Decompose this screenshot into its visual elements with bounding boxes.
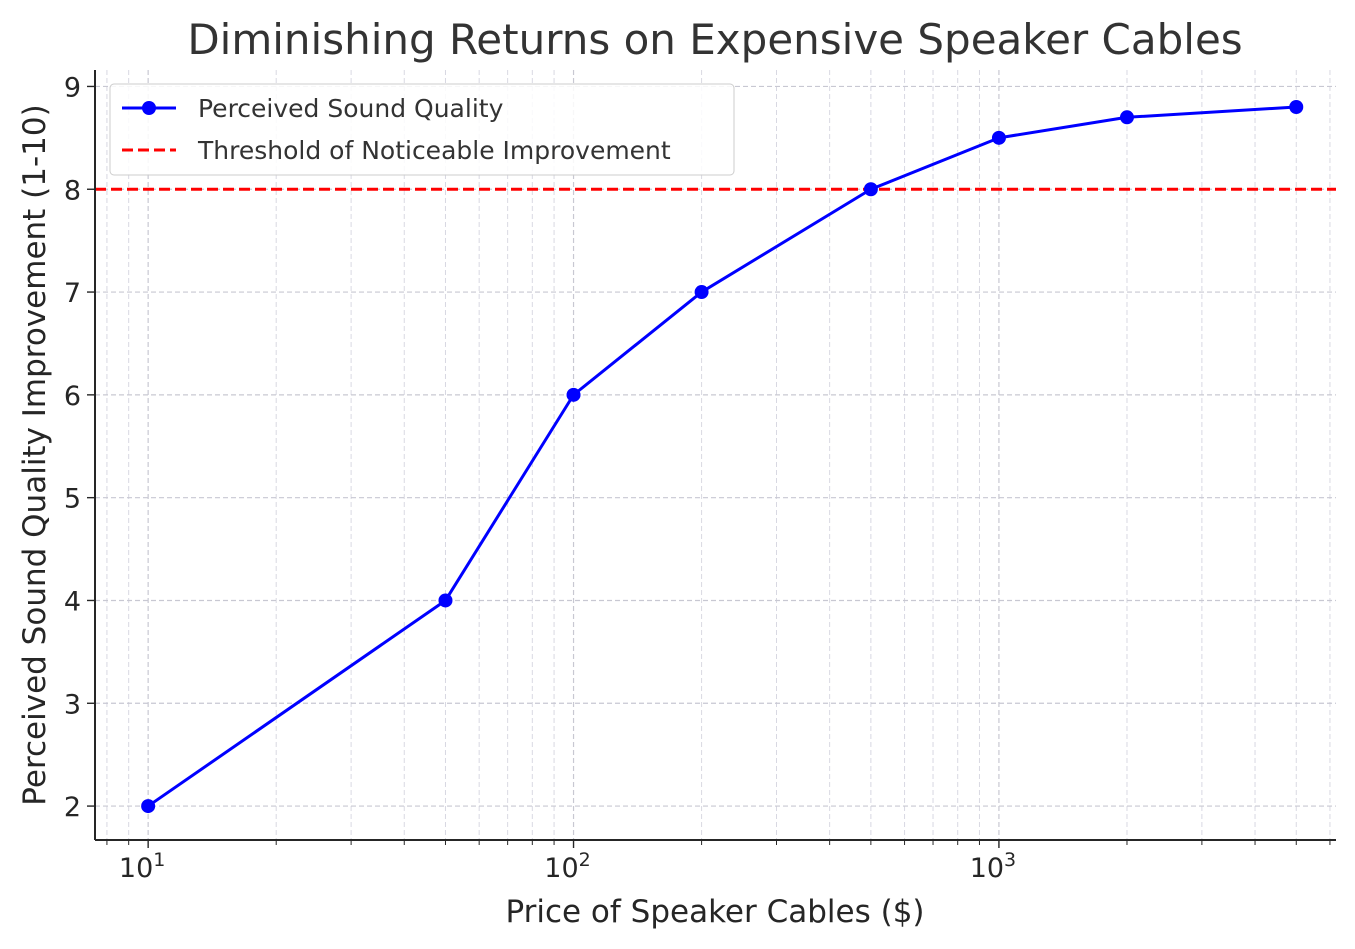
y-axis-label: Perceived Sound Quality Improvement (1-1… — [17, 104, 53, 805]
series-line — [147, 105, 1297, 808]
legend-series-label: Perceived Sound Quality — [198, 94, 504, 123]
x-tick-label: 102 — [544, 849, 590, 884]
legend: Perceived Sound Quality Threshold of Not… — [109, 83, 735, 176]
y-tick-label: 4 — [64, 586, 81, 617]
grid — [95, 70, 1336, 840]
y-tick-label: 3 — [64, 689, 81, 720]
legend-threshold-label: Threshold of Noticeable Improvement — [197, 136, 671, 165]
y-tick-label: 5 — [64, 484, 81, 515]
chart-title: Diminishing Returns on Expensive Speaker… — [187, 15, 1242, 64]
data-point — [991, 130, 1006, 145]
x-tick-label: 103 — [970, 849, 1016, 884]
axes — [87, 70, 1336, 848]
legend-box — [109, 83, 735, 176]
x-tick-labels: 101 102 103 — [119, 849, 1016, 884]
y-tick-label: 9 — [64, 72, 81, 103]
legend-series-marker — [142, 101, 156, 115]
data-point — [141, 799, 156, 814]
data-point — [566, 387, 581, 402]
data-point — [863, 182, 878, 197]
y-tick-label: 6 — [64, 381, 81, 412]
y-tick-label: 7 — [64, 278, 81, 309]
y-tick-label: 2 — [64, 792, 81, 823]
data-point — [1119, 110, 1134, 125]
x-tick-label: 101 — [119, 849, 165, 884]
data-point — [1289, 100, 1304, 115]
y-tick-labels: 2 3 4 5 6 7 8 9 — [64, 72, 81, 823]
x-tick-exponent: 2 — [579, 849, 591, 871]
y-tick-label: 8 — [64, 175, 81, 206]
x-axis-label: Price of Speaker Cables ($) — [505, 894, 924, 930]
data-point — [438, 593, 453, 608]
data-point — [694, 285, 709, 300]
x-tick-exponent: 1 — [153, 849, 165, 871]
data-series — [141, 100, 1304, 814]
x-tick-exponent: 3 — [1004, 849, 1016, 871]
